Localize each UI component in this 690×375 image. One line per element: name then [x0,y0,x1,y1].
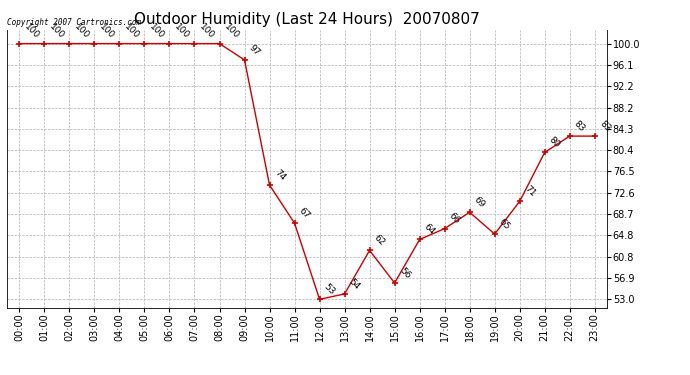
Text: 100: 100 [97,22,116,41]
Text: 67: 67 [297,206,312,220]
Text: 74: 74 [273,168,287,182]
Text: 56: 56 [397,266,412,280]
Text: 62: 62 [373,233,387,248]
Text: 54: 54 [347,277,362,291]
Text: 71: 71 [522,184,537,199]
Text: 53: 53 [322,282,337,297]
Text: 100: 100 [172,22,191,41]
Text: 66: 66 [447,211,462,226]
Text: 100: 100 [72,22,91,41]
Text: 100: 100 [22,22,41,41]
Text: 83: 83 [573,119,587,134]
Text: 69: 69 [473,195,487,210]
Text: 100: 100 [122,22,141,41]
Text: 65: 65 [497,217,512,231]
Text: 97: 97 [247,43,262,57]
Text: 80: 80 [547,135,562,150]
Text: 100: 100 [147,22,166,41]
Title: Outdoor Humidity (Last 24 Hours)  20070807: Outdoor Humidity (Last 24 Hours) 2007080… [134,12,480,27]
Text: 64: 64 [422,222,437,237]
Text: Copyright 2007 Cartronics.com: Copyright 2007 Cartronics.com [7,18,141,27]
Text: 100: 100 [197,22,216,41]
Text: 100: 100 [222,22,241,41]
Text: 83: 83 [598,119,612,134]
Text: 100: 100 [47,22,66,41]
